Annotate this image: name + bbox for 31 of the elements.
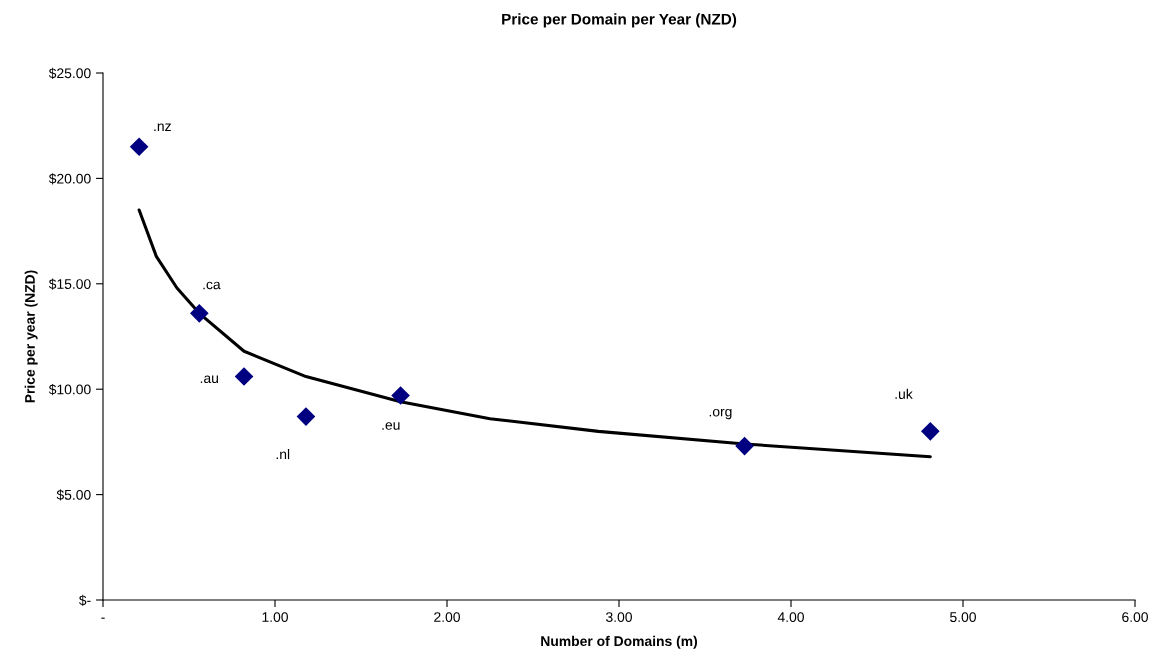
x-tick-label: 4.00 bbox=[777, 612, 804, 623]
y-axis-title: Price per year (NZD) bbox=[24, 270, 38, 403]
y-tick-label: $25.00 bbox=[48, 67, 91, 79]
annotation: .uk bbox=[895, 388, 913, 399]
x-tick-label: 1.00 bbox=[262, 612, 288, 623]
x-tick-label: 5.00 bbox=[950, 612, 976, 623]
y-tick-label: $10.00 bbox=[48, 383, 91, 396]
annotation: .ca bbox=[203, 281, 221, 290]
annotation: .org bbox=[709, 408, 732, 420]
line-series bbox=[137, 208, 932, 459]
y-tick-label: $- bbox=[79, 594, 91, 606]
point bbox=[296, 407, 316, 426]
y-tick-label: $20.00 bbox=[48, 173, 91, 185]
annotation: .au bbox=[200, 375, 218, 384]
y-tick-label: $5.00 bbox=[56, 489, 91, 501]
point bbox=[921, 422, 940, 441]
x-tick-label: 6.00 bbox=[1122, 612, 1148, 623]
annotation: .nl bbox=[276, 449, 290, 460]
x-tick-label: 3.00 bbox=[606, 612, 632, 623]
point bbox=[234, 367, 254, 386]
annotation: .eu bbox=[382, 422, 400, 430]
x-tick-label: 2.00 bbox=[434, 612, 460, 623]
point bbox=[129, 137, 149, 157]
annotation: .nz bbox=[154, 123, 171, 131]
point bbox=[190, 304, 209, 323]
x-tick-label: - bbox=[101, 617, 105, 619]
y-tick-label: $15.00 bbox=[48, 278, 91, 290]
point bbox=[735, 436, 754, 456]
x-axis-title: Number of Domains (m) bbox=[541, 635, 698, 649]
point bbox=[391, 386, 410, 405]
chart-title: Price per Domain per Year (NZD) bbox=[502, 13, 737, 28]
